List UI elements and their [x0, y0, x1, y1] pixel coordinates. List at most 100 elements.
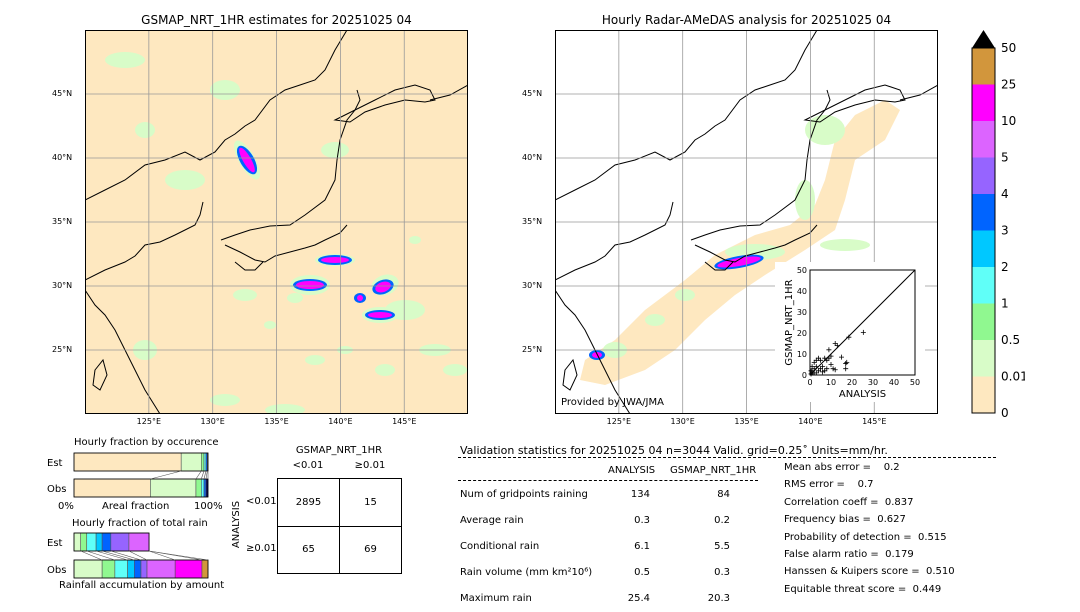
- lat-tick-label: 35°N: [52, 217, 73, 226]
- rain-area: [675, 289, 695, 301]
- bar-segment: [174, 559, 203, 579]
- scatter-point: [815, 368, 821, 374]
- cell-tn: 2895: [295, 497, 322, 508]
- stat-gsmap-value: 0.2: [714, 515, 730, 526]
- scatter-point: [815, 355, 821, 361]
- rain-area: [135, 122, 155, 138]
- row-label: ANALYSIS: [231, 500, 243, 549]
- stat-analysis-value: 134: [630, 489, 650, 500]
- occ-xlabel: Areal fraction: [102, 501, 170, 512]
- col-header-2: ≥0.01: [354, 460, 386, 471]
- coastline: [803, 84, 906, 123]
- bar-category-label: Est: [47, 538, 63, 549]
- rain-area: [820, 239, 870, 251]
- bar-segment: [73, 452, 182, 472]
- contingency-title: GSMAP_NRT_1HR: [295, 445, 383, 456]
- bar-segment: [101, 532, 112, 552]
- coastline: [92, 358, 108, 391]
- scatter-point: [808, 368, 814, 374]
- lat-tick-label: 40°N: [52, 153, 73, 162]
- bar-segment: [195, 478, 202, 498]
- colorbar-label: 0: [1001, 406, 1009, 420]
- occ-x100: 100%: [194, 501, 223, 512]
- bar-segment: [95, 532, 103, 552]
- scatter-xtick: 10: [826, 378, 836, 387]
- scatter-ylabel: GSMAP_NRT_1HR: [784, 279, 795, 365]
- colorbar-segment: [972, 340, 995, 377]
- stat-label: Average rain: [460, 515, 524, 526]
- bar-segment: [114, 559, 128, 579]
- rain-area-core: [375, 281, 391, 293]
- score-text: Probability of detection = 0.515: [784, 531, 947, 543]
- bar-connector: [203, 470, 207, 480]
- scatter-point: [828, 362, 834, 367]
- scatter-ytick: 10: [797, 350, 807, 359]
- coastline: [899, 84, 938, 101]
- colorbar-segment: [972, 84, 995, 121]
- rain-area: [264, 321, 276, 329]
- score-text: False alarm ratio = 0.179: [784, 549, 914, 560]
- scatter-ytick: 30: [797, 308, 807, 317]
- lon-tick-label: 125°E: [606, 417, 631, 426]
- stat-analysis-value: 25.4: [627, 593, 650, 604]
- row-header-1: <0.01: [246, 496, 277, 507]
- colorbar: 0 0.01 0.5 1 2 3 4 5 10 25 50: [971, 30, 1025, 420]
- coastline: [85, 289, 161, 414]
- colorbar-label: 0.5: [1001, 333, 1020, 347]
- right-map-title: Hourly Radar-AMeDAS analysis for 2025102…: [601, 13, 892, 27]
- bar-segment: [201, 478, 205, 498]
- rain-area: [805, 115, 845, 145]
- scatter-point: [820, 369, 826, 375]
- colorbar-label: 2: [1001, 260, 1009, 274]
- coastline: [85, 30, 348, 201]
- bar-connector: [80, 550, 103, 561]
- colorbar-frame: [971, 47, 996, 414]
- bar-segment: [201, 559, 209, 579]
- scatter-point: [824, 366, 830, 372]
- bar-segment: [203, 478, 207, 498]
- rain-area: [105, 52, 145, 68]
- scatter-point: [822, 355, 828, 361]
- map-frame: [85, 30, 468, 414]
- lat-tick-label: 30°N: [52, 281, 73, 290]
- lat-tick-label: 45°N: [522, 89, 543, 98]
- colorbar-label: 25: [1001, 78, 1016, 92]
- rain-area-core: [357, 295, 363, 301]
- rain-area: [210, 80, 240, 100]
- one-to-one-line: [809, 269, 916, 376]
- colorbar-segment: [972, 267, 995, 304]
- coastline: [694, 224, 818, 263]
- lat-tick-label: 45°N: [52, 89, 73, 98]
- scatter-point: [860, 329, 866, 335]
- colorbar-extend-triangle: [972, 30, 995, 48]
- rain-title: Hourly fraction of total rain: [72, 518, 208, 529]
- scatter-xtick: 30: [868, 378, 878, 387]
- bar-segment: [80, 532, 88, 552]
- scatter-point: [826, 355, 832, 361]
- rain-area: [210, 394, 240, 406]
- colorbar-segment: [972, 194, 995, 231]
- lon-tick-label: 140°E: [798, 417, 823, 426]
- stat-gsmap-value: 0.3: [714, 567, 730, 578]
- rain-area: [305, 355, 325, 365]
- bar-segment: [127, 559, 135, 579]
- cell-tp: 69: [364, 544, 377, 555]
- lat-tick-label: 40°N: [522, 153, 543, 162]
- colorbar-label: 1: [1001, 297, 1009, 311]
- lon-tick-label: 130°E: [670, 417, 695, 426]
- lon-tick-label: 145°E: [862, 417, 887, 426]
- scatter-ytick: 40: [797, 287, 807, 296]
- colorbar-segment: [972, 121, 995, 158]
- scatter-point: [846, 334, 852, 340]
- lon-tick-label: 135°E: [264, 417, 289, 426]
- scatter-point: [843, 360, 849, 366]
- cell-fp: 15: [364, 497, 377, 508]
- scatter-point: [818, 357, 823, 363]
- stat-analysis-value: 0.5: [634, 567, 650, 578]
- bar-segment: [150, 478, 197, 498]
- bar-frame: [73, 559, 209, 579]
- colorbar-label: 50: [1001, 41, 1016, 55]
- lon-tick-label: 130°E: [200, 417, 225, 426]
- bar-connector: [195, 470, 202, 480]
- rain-area: [321, 142, 349, 158]
